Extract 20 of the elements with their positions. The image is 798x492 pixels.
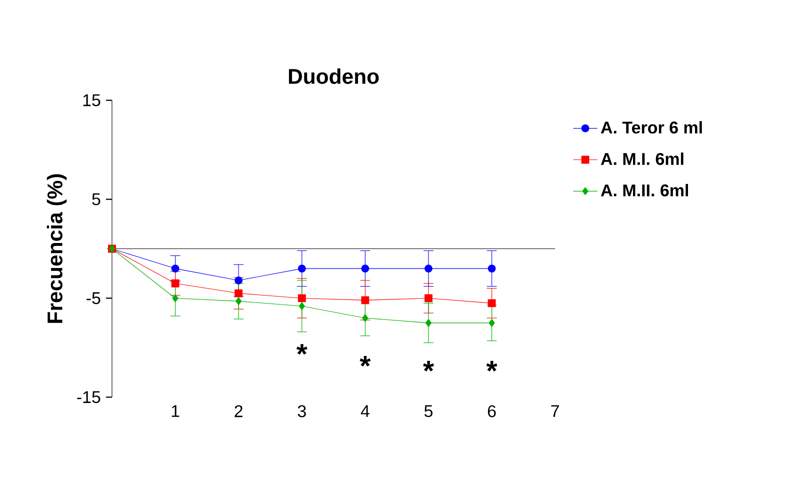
x-tick-label: 6 (488, 405, 496, 418)
legend-label: A. M.I. 6ml (600, 152, 684, 165)
y-tick-label: 5 (92, 193, 100, 206)
legend-label: A. M.II. 6ml (600, 184, 688, 196)
annotation: * (360, 356, 371, 366)
chart-title: Duodeno (288, 68, 379, 84)
y-tick-label: -5 (86, 292, 100, 304)
x-tick-label: 7 (551, 405, 559, 417)
x-tick-label: 2 (234, 405, 242, 417)
x-tick-label: 4 (360, 405, 370, 417)
annotation: * (423, 360, 434, 372)
annotation: * (486, 360, 498, 372)
legend-label: A. Teror 6 ml (600, 120, 702, 134)
x-tick-label: 3 (298, 405, 306, 418)
x-tick-label: 5 (424, 405, 432, 417)
annotation: * (296, 344, 308, 354)
x-tick-label: 1 (172, 405, 180, 417)
y-axis-title: Frecuencia (%) (46, 174, 67, 323)
y-tick-label: 15 (83, 94, 100, 106)
y-tick-label: -15 (77, 391, 100, 403)
